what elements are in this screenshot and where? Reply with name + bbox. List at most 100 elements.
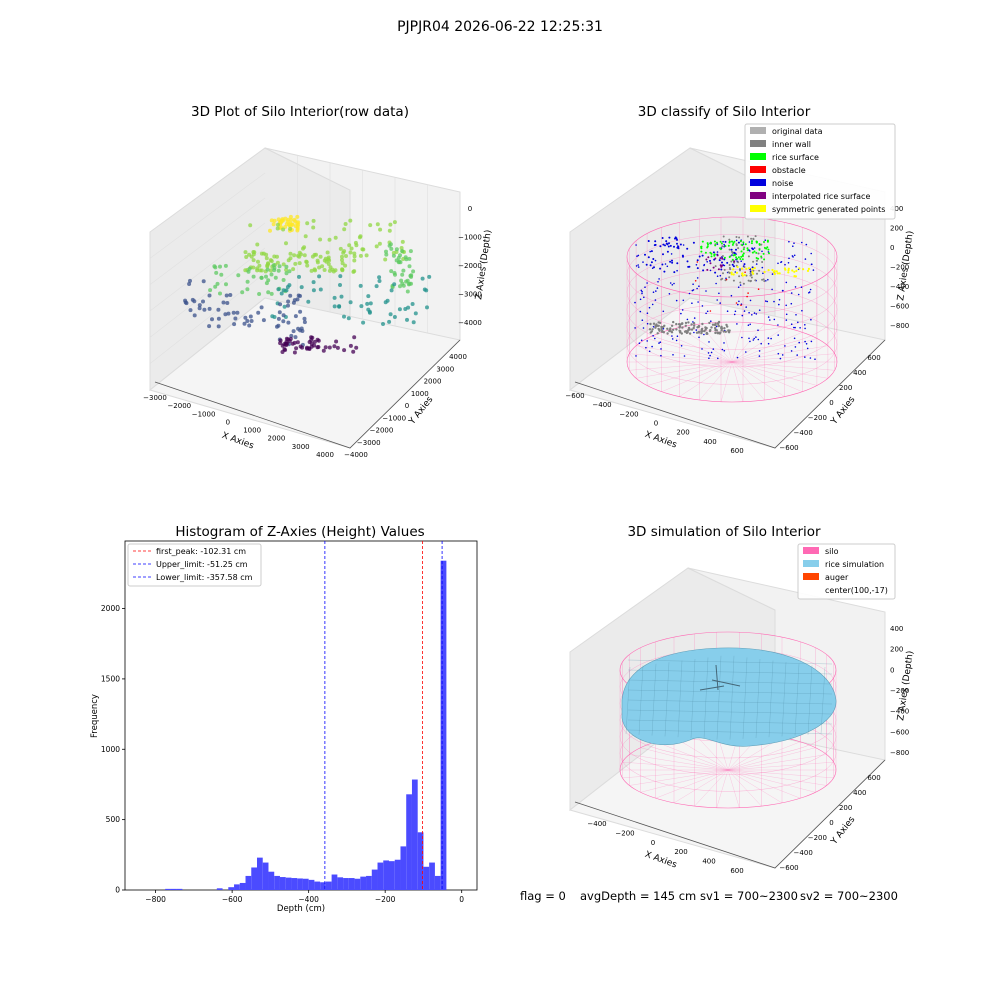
inner-wall-point	[722, 272, 724, 275]
data-point	[302, 253, 307, 258]
tick-label: 4000	[449, 353, 467, 361]
rice-surface-point	[768, 252, 770, 255]
noise-point	[716, 275, 719, 278]
histogram-bar	[239, 882, 246, 890]
noise-point	[726, 261, 729, 264]
data-point	[344, 254, 348, 258]
simulation-auger	[699, 664, 741, 691]
data-point	[326, 262, 331, 266]
noise-point	[788, 240, 790, 243]
noise-point	[652, 326, 655, 328]
data-point	[257, 292, 262, 296]
noise-point	[814, 358, 816, 361]
tick-label: −400	[587, 820, 606, 828]
histogram-bar	[331, 874, 338, 890]
obstacle-point	[709, 310, 712, 312]
noise-point	[703, 263, 706, 266]
symmetric-point	[793, 275, 796, 278]
data-point	[411, 269, 416, 274]
symmetric-point	[791, 269, 794, 272]
data-point	[346, 316, 351, 321]
inner-wall-point	[672, 320, 675, 324]
silo-floor-spoke	[699, 361, 733, 401]
noise-point	[663, 270, 666, 273]
silo-floor-spoke	[731, 353, 835, 363]
panel-classify-title: 3D classify of Silo Interior	[638, 104, 811, 120]
data-point	[288, 214, 293, 219]
data-point	[399, 246, 404, 250]
inner-wall-point	[717, 324, 720, 327]
data-point	[281, 319, 286, 324]
data-point	[288, 256, 293, 261]
interpolated-point	[719, 264, 722, 267]
noise-point	[710, 351, 713, 354]
noise-point	[784, 263, 786, 266]
noise-point	[667, 245, 670, 248]
data-point	[291, 329, 296, 334]
silo-floor-spoke	[727, 769, 816, 793]
y-tick-label: 0	[115, 886, 120, 895]
noise-point	[635, 355, 637, 357]
tick-label: −600	[779, 444, 798, 452]
data-point	[322, 258, 327, 263]
silo-floor-spoke	[622, 769, 729, 779]
rice-surface-point	[758, 248, 761, 251]
symmetric-point	[741, 272, 744, 275]
data-point	[393, 272, 397, 277]
symmetric-point	[751, 268, 754, 271]
inner-wall-point	[749, 280, 752, 283]
rice-surface-point	[706, 242, 709, 245]
inner-wall-point	[668, 329, 671, 333]
noise-point	[644, 253, 646, 256]
data-point	[269, 272, 274, 277]
noise-point	[758, 350, 761, 352]
data-point	[269, 218, 274, 223]
histogram-bar	[377, 862, 384, 890]
tick-label: −3000	[143, 394, 167, 402]
data-point	[377, 279, 382, 283]
inner-wall-point	[735, 236, 738, 238]
noise-point	[773, 300, 775, 303]
data-point	[244, 255, 249, 259]
noise-point	[680, 345, 683, 347]
noise-point	[748, 241, 751, 243]
symmetric-point	[730, 271, 733, 274]
data-point	[216, 316, 221, 321]
data-point	[292, 253, 297, 258]
inner-wall-point	[721, 245, 724, 248]
noise-point	[812, 269, 815, 271]
x-tick-label: −200	[375, 895, 396, 904]
data-point	[257, 263, 262, 268]
inner-wall-point	[739, 269, 741, 272]
data-point	[261, 318, 266, 323]
surface-mesh-line	[807, 665, 813, 735]
data-point	[219, 272, 224, 277]
noise-point	[701, 254, 704, 257]
noise-point	[654, 240, 657, 243]
obstacle-point	[735, 302, 738, 304]
tick-label: 3000	[292, 443, 310, 451]
data-point	[285, 285, 290, 289]
noise-point	[681, 309, 684, 311]
legend-label: Lower_limit: -357.58 cm	[156, 573, 253, 582]
tick-label: 200	[890, 225, 903, 233]
noise-point	[745, 351, 747, 353]
inner-wall-point	[656, 332, 659, 335]
data-point	[315, 258, 320, 263]
classify-x-ticks: −600 −400 −200 0 200 400 600	[565, 392, 743, 455]
noise-point	[706, 310, 709, 313]
data-point	[298, 294, 302, 298]
data-point	[295, 228, 300, 233]
data-point	[400, 249, 405, 254]
interpolated-point	[721, 257, 724, 260]
noise-point	[778, 303, 780, 306]
data-point	[312, 339, 317, 344]
x-tick-label: −600	[222, 895, 243, 904]
data-point	[367, 310, 372, 315]
data-point	[249, 319, 254, 323]
data-point	[302, 316, 307, 321]
data-point	[272, 268, 277, 273]
raw-3d-z-ticks: 0 −1000 −2000 −3000 −4000	[458, 205, 482, 327]
noise-point	[693, 317, 696, 319]
tick-label: −4000	[458, 319, 482, 327]
